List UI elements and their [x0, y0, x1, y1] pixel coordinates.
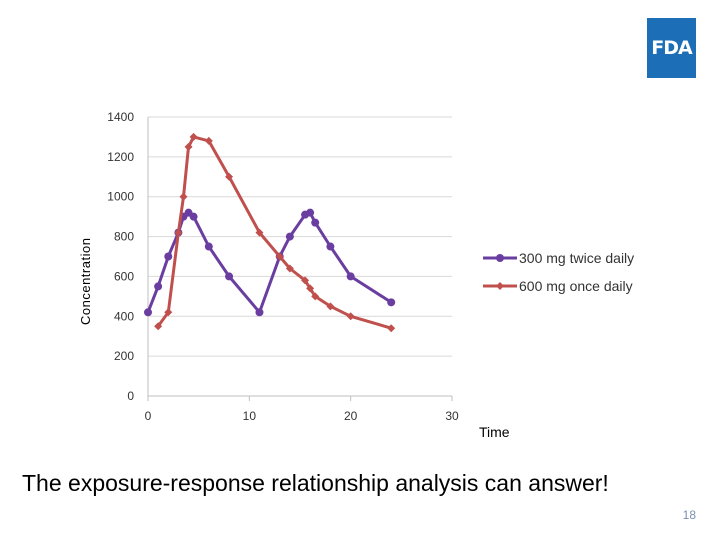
- series-1-point-14: [326, 302, 335, 311]
- series-0-point-9: [255, 308, 264, 317]
- chart-grid: [148, 116, 452, 357]
- slide-caption: The exposure-response relationship analy…: [22, 470, 609, 496]
- x-tick-label-0: 0: [145, 409, 152, 423]
- y-tick-label-6: 1200: [107, 150, 134, 164]
- series-1-point-10: [285, 264, 294, 273]
- y-axis-label: Concentration: [78, 237, 93, 325]
- y-tick-label-5: 1000: [107, 190, 134, 204]
- series-1-point-8: [255, 228, 264, 237]
- chart-axes: 0 200 400 600 800 1000 1200 1400 0 10 20 30: [107, 110, 459, 423]
- series-1-point-6: [204, 136, 213, 145]
- series-0-point-17: [387, 298, 396, 307]
- series-0-point-13: [306, 208, 315, 217]
- series-0-point-15: [326, 242, 335, 251]
- series-1-point-2: [174, 228, 183, 237]
- series-0-point-8: [225, 272, 234, 281]
- y-tick-label-2: 400: [114, 309, 134, 323]
- fda-logo: FDA: [647, 18, 696, 78]
- legend-label-300mg: 300 mg twice daily: [519, 250, 635, 266]
- y-tick-label-7: 1400: [107, 110, 134, 124]
- series-0-point-2: [164, 252, 173, 261]
- series-1-point-13: [311, 292, 320, 301]
- series-0-point-6: [189, 212, 198, 221]
- series-line-1: [156, 135, 392, 330]
- series-1-point-1: [164, 308, 173, 317]
- legend-item-600mg: 600 mg once daily: [483, 272, 634, 300]
- y-tick-label-0: 0: [127, 389, 134, 403]
- legend-swatch-600mg: [483, 282, 517, 290]
- series-1-point-5: [189, 132, 198, 141]
- series-0-point-1: [154, 282, 163, 291]
- series-1-point-4: [184, 142, 193, 151]
- x-tick-label-3: 30: [445, 409, 459, 423]
- x-tick-label-1: 10: [243, 409, 257, 423]
- series-0-point-11: [285, 232, 294, 241]
- series-1-point-16: [387, 324, 396, 333]
- chart-legend: 300 mg twice daily 600 mg once daily: [483, 244, 634, 300]
- series-0-point-16: [346, 272, 355, 281]
- series-1-point-15: [346, 312, 355, 321]
- y-tick-label-1: 200: [114, 349, 134, 363]
- x-tick-label-2: 20: [344, 409, 358, 423]
- series-1-point-11: [301, 276, 310, 285]
- series-1-point-12: [306, 284, 315, 293]
- series-1-point-7: [225, 172, 234, 181]
- legend-item-300mg: 300 mg twice daily: [483, 244, 634, 272]
- series-1-point-0: [154, 322, 163, 331]
- series-line-0: [146, 211, 393, 314]
- legend-swatch-300mg: [483, 254, 517, 262]
- series-1-point-3: [179, 192, 188, 201]
- series-0-point-7: [204, 242, 213, 251]
- y-tick-label-4: 800: [114, 230, 134, 244]
- legend-label-600mg: 600 mg once daily: [519, 278, 633, 294]
- series-0-point-14: [311, 218, 320, 227]
- fda-logo-text: FDA: [651, 37, 692, 59]
- chart-series: [144, 132, 396, 333]
- page-number: 18: [682, 508, 696, 522]
- y-tick-label-3: 600: [114, 269, 134, 283]
- series-0-point-0: [144, 308, 152, 317]
- x-axis-label: Time: [479, 424, 510, 440]
- series-1-point-9: [275, 252, 284, 261]
